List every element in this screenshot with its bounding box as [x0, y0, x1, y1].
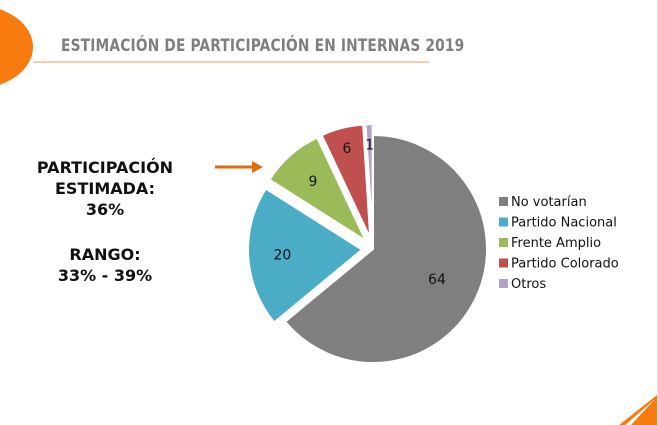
pie-slice-no-votar-an [283, 133, 488, 364]
data-label: 1 [365, 138, 374, 154]
title-underline [33, 61, 429, 63]
legend-swatch [499, 279, 508, 288]
pie-slice-frente-amplio [268, 136, 369, 244]
participation-value: 36% [85, 200, 125, 219]
legend-swatch [499, 258, 508, 268]
legend-label: Frente Amplio [511, 236, 601, 251]
legend-label: No votarían [511, 195, 587, 210]
data-label: 20 [273, 248, 291, 264]
data-label: 9 [308, 174, 317, 190]
legend-swatch [499, 238, 508, 247]
pie-slice-otros [364, 123, 374, 239]
data-label: 64 [428, 272, 446, 288]
legend-label: Otros [511, 277, 546, 292]
legend-swatch [499, 197, 508, 206]
legend-swatch [499, 217, 508, 227]
slide-title: ESTIMACIÓN DE PARTICIPACIÓN EN INTERNAS … [61, 36, 465, 56]
range-label: RANGO: [69, 245, 141, 264]
range-block: RANGO: 33% - 39% [20, 244, 190, 286]
data-label: 6 [343, 141, 352, 157]
participation-block: PARTICIPACIÓN ESTIMADA: 36% [20, 157, 190, 220]
range-value: 33% - 39% [57, 266, 153, 285]
pie-slice-partido-nacional [247, 187, 364, 324]
legend-label: Partido Colorado [511, 257, 619, 272]
arrow-icon [215, 161, 263, 173]
pie-slice-partido-colorado [320, 123, 372, 239]
participation-label: PARTICIPACIÓN [36, 158, 174, 177]
decorative-corner-shape [619, 395, 657, 425]
legend-label: Partido Nacional [511, 216, 617, 231]
estimated-label: ESTIMADA: [55, 179, 155, 198]
